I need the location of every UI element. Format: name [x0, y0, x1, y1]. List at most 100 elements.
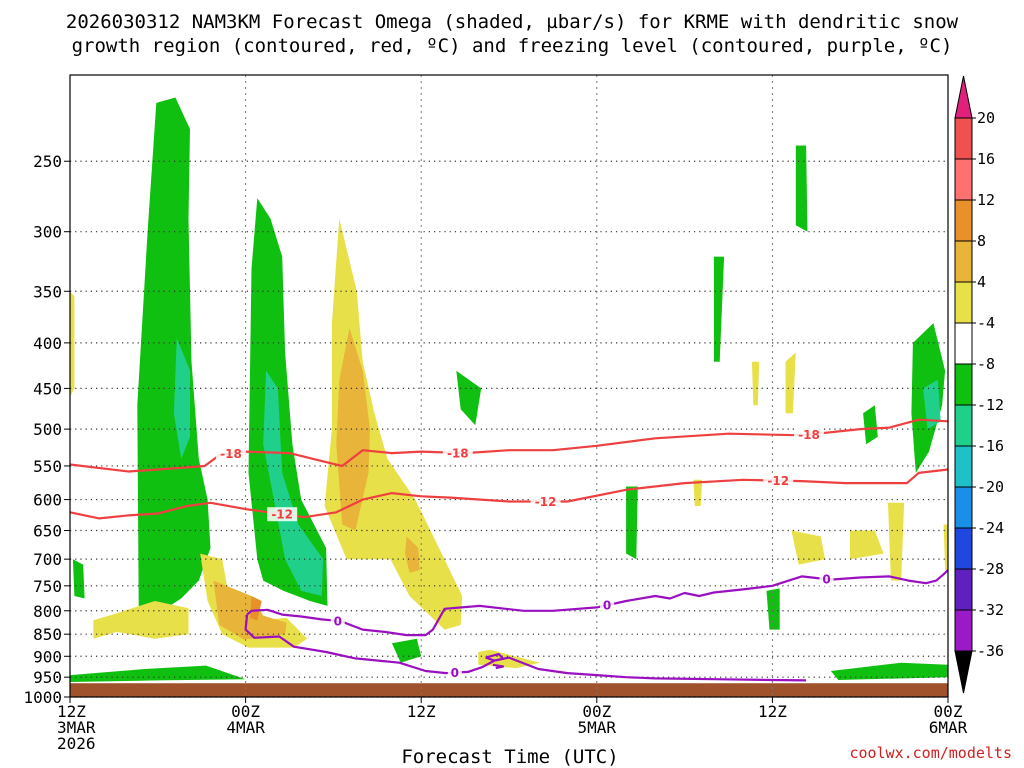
omega-region-19 [405, 536, 420, 573]
omega-region-17 [324, 218, 463, 630]
x-tick-label-36-1: 5MAR [578, 718, 617, 737]
omega-region-26 [751, 361, 760, 406]
x-tick-label-0-0: 12Z [57, 702, 86, 721]
terrain-layer [70, 683, 948, 697]
omega-region-4 [263, 370, 324, 596]
contour-label-3-0: 0 [451, 666, 459, 680]
colorbar-label-10: -24 [977, 519, 1004, 537]
omega-region-14 [766, 588, 780, 630]
contour-label-1-0: -12 [271, 508, 293, 522]
contour-label-bg-0-2 [793, 427, 824, 442]
colorbar-box-8 [954, 445, 973, 488]
omega-region-25 [785, 352, 796, 414]
omega-region-5 [456, 370, 482, 426]
colorbar-cap-bottom [954, 650, 973, 694]
omega-region-6 [72, 559, 85, 599]
colorbar-box-7 [954, 404, 973, 447]
omega-region-32 [70, 291, 75, 397]
omega-region-7 [70, 665, 246, 682]
contour-label-bg-1-0 [267, 507, 298, 522]
contour-label-bg-0-1 [442, 445, 473, 460]
omega-region-16 [626, 486, 638, 560]
omega-region-15 [830, 662, 948, 680]
omega-region-18 [336, 328, 370, 531]
x-axis-label: Forecast Time (UTC) [401, 746, 618, 768]
y-tick-label-1000: 1000 [23, 688, 62, 707]
contour-label-2-2: 0 [822, 573, 830, 587]
colorbar-box-6 [954, 363, 973, 406]
omega-region-29 [888, 502, 905, 581]
contour-line-4 [485, 653, 505, 662]
omega-region-10 [795, 145, 808, 232]
colorbar-label-7: -12 [977, 396, 1004, 414]
contour-line-5 [492, 663, 505, 670]
colorbar-box-5 [954, 322, 973, 365]
omega-region-31 [693, 479, 703, 506]
colorbar-box-0 [954, 117, 973, 160]
y-tick-label-650: 650 [33, 522, 62, 541]
y-tick-label-600: 600 [33, 491, 62, 510]
y-tick-label-800: 800 [33, 602, 62, 621]
contour-label-0-2: -18 [798, 428, 820, 442]
chart-title-line2: growth region (contoured, red, ºC) and f… [72, 35, 953, 57]
contour-label-bg-2-1 [600, 598, 615, 613]
colorbar-label-8: -16 [977, 437, 1004, 455]
contour-label-bg-0-0 [215, 446, 246, 461]
colorbar-box-11 [954, 568, 973, 611]
contour-label-bg-1-2 [763, 473, 794, 488]
colorbar-box-10 [954, 527, 973, 570]
omega-region-13 [923, 379, 941, 430]
y-tick-label-300: 300 [33, 223, 62, 242]
y-tick-label-500: 500 [33, 420, 62, 439]
omega-region-28 [850, 530, 884, 560]
colorbar-label-1: 16 [977, 150, 995, 168]
y-tick-label-950: 950 [33, 668, 62, 687]
colorbar-label-9: -20 [977, 478, 1004, 496]
omega-region-27 [791, 530, 826, 565]
colorbar-box-2 [954, 199, 973, 242]
omega-colorbar: 20 16 12 8 4 -4 -8 -12 -16 -20 -24 -28 -32 -36 [954, 75, 1004, 694]
contour-label-2-1: 0 [603, 599, 611, 613]
x-tick-label-48-0: 12Z [758, 702, 787, 721]
contour-line-3 [244, 614, 807, 682]
credit-link[interactable]: coolwx.com/modelts [849, 744, 1012, 762]
omega-region-3 [173, 338, 190, 459]
contour-line-1 [69, 468, 949, 520]
omega-shading [70, 97, 948, 682]
y-tick-label-900: 900 [33, 647, 62, 666]
contour-label-bg-3-0 [447, 665, 462, 680]
colorbar-box-3 [954, 240, 973, 283]
x-tick-label-60-1: 6MAR [929, 718, 968, 737]
x-tick-label-24-0: 12Z [407, 702, 436, 721]
colorbar-box-4 [954, 281, 973, 324]
contour-label-2-0: 0 [334, 614, 342, 628]
contour-label-0-1: -18 [447, 446, 469, 460]
x-tick-label-36-0: 00Z [582, 702, 611, 721]
contour-label-1-2: -12 [767, 474, 789, 488]
colorbar-label-6: -8 [977, 355, 995, 373]
y-tick-label-700: 700 [33, 550, 62, 569]
omega-region-9 [713, 256, 725, 362]
y-tick-label-850: 850 [33, 625, 62, 644]
colorbar-label-13: -36 [977, 642, 1004, 660]
colorbar-box-9 [954, 486, 973, 529]
colorbar-label-12: -32 [977, 601, 1004, 619]
colorbar-box-1 [954, 158, 973, 201]
plot-frame [69, 74, 949, 698]
omega-region-21 [213, 580, 287, 640]
chart-title-line1: 2026030312 NAM3KM Forecast Omega (shaded… [66, 11, 959, 33]
omega-region-22 [250, 596, 262, 621]
y-tick-label-350: 350 [33, 282, 62, 301]
contour-label-bg-2-0 [330, 613, 345, 628]
colorbar-label-4: 4 [977, 273, 986, 291]
x-tick-label-0-1: 3MAR [57, 718, 96, 737]
omega-region-11 [863, 405, 878, 445]
omega-region-1 [248, 198, 328, 606]
y-tick-label-750: 750 [33, 577, 62, 596]
pressure-axis: 250 300 350 400 450 500 550 600 650 700 750 800 850 9… [23, 152, 70, 707]
colorbar-label-11: -28 [977, 560, 1004, 578]
contour-label-bg-2-2 [819, 572, 834, 587]
colorbar-label-3: 8 [977, 232, 986, 250]
